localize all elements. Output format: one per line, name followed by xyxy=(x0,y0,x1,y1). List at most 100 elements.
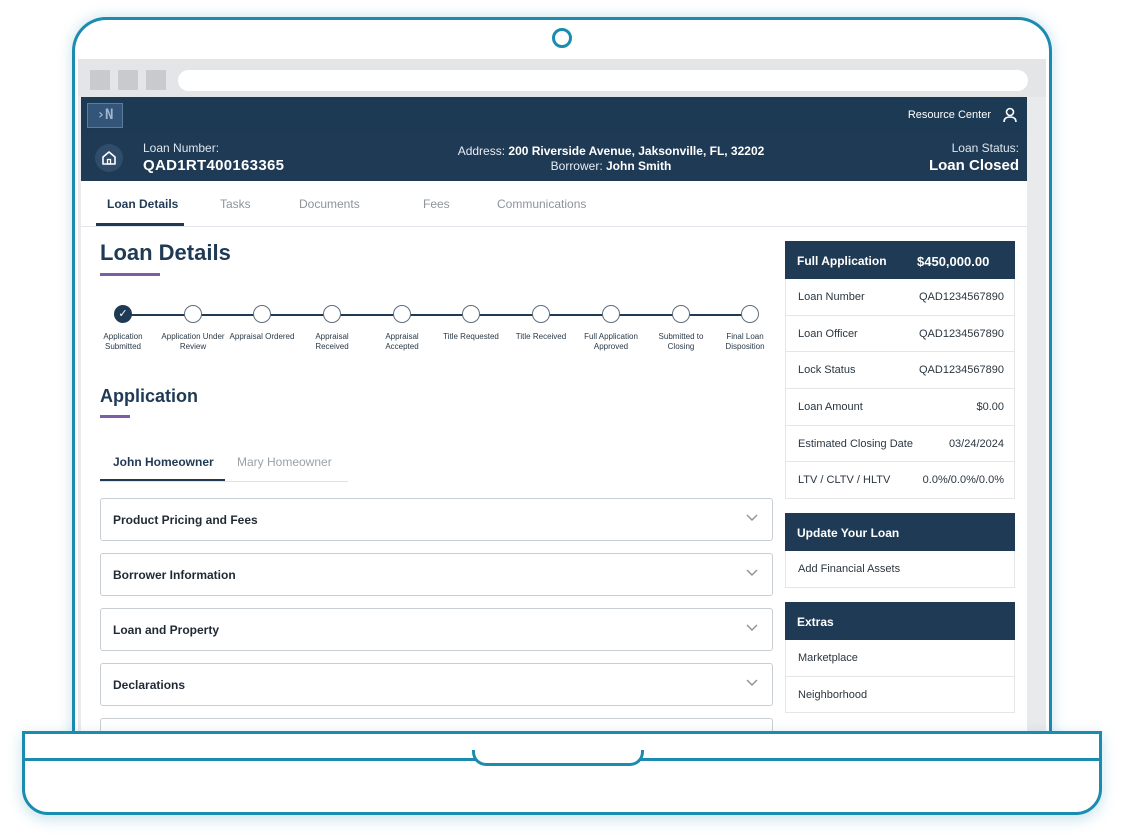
step-label: Appraisal Accepted xyxy=(385,332,419,351)
extras-header: Extras xyxy=(785,601,1015,640)
loan-status-value: Loan Closed xyxy=(928,157,1019,174)
accordion-borrower-information[interactable]: Borrower Information xyxy=(100,553,773,596)
user-icon[interactable] xyxy=(1001,106,1019,124)
loan-app: ›N Resource Center Loan Number: QAD1RT40… xyxy=(81,97,1027,731)
step-dot xyxy=(184,305,202,323)
heading-underline xyxy=(100,415,130,418)
step-dot xyxy=(532,305,550,323)
laptop-base xyxy=(22,731,1102,815)
step-label: Submitted to Closing xyxy=(658,332,704,351)
tab-fees[interactable]: Fees xyxy=(423,197,450,211)
address-label: Address: xyxy=(457,144,506,158)
update-loan-item[interactable]: Add Financial Assets xyxy=(785,551,1015,588)
active-tab-indicator xyxy=(96,223,184,226)
summary-label: Loan Officer xyxy=(798,327,858,340)
window-button[interactable] xyxy=(118,70,138,90)
summary-value: QAD1234567890 xyxy=(918,327,1004,340)
accordion-label: Declarations xyxy=(113,678,186,692)
step-dot xyxy=(602,305,620,323)
main-tabs: Loan Details Tasks Documents Fees Commun… xyxy=(81,181,1027,227)
tab-communications[interactable]: Communications xyxy=(497,197,587,211)
loan-header: Loan Number: QAD1RT400163365 Address: 20… xyxy=(81,134,1027,181)
accordion-label: Product Pricing and Fees xyxy=(113,513,258,527)
chevron-down-icon xyxy=(746,514,758,521)
accordion-declarations[interactable]: Declarations xyxy=(100,663,773,706)
step-dot xyxy=(253,305,271,323)
extras-title: Extras xyxy=(797,614,834,629)
application-heading: Application xyxy=(100,386,198,406)
marketplace-link[interactable]: Marketplace xyxy=(798,651,858,664)
summary-label: Loan Amount xyxy=(798,401,863,414)
window-button[interactable] xyxy=(90,70,110,90)
summary-row: Estimated Closing Date 03/24/2024 xyxy=(785,425,1015,463)
step-label: Full Application Approved xyxy=(584,332,638,351)
summary-row: LTV / CLTV / HLTV 0.0%/0.0%/0.0% xyxy=(785,462,1015,500)
summary-row: Loan Amount $0.00 xyxy=(785,389,1015,426)
accordion-product-pricing[interactable]: Product Pricing and Fees xyxy=(100,498,773,541)
loan-number-value: QAD1RT400163365 xyxy=(143,157,285,174)
summary-label: Lock Status xyxy=(798,364,856,377)
step-label: Appraisal Received xyxy=(315,332,349,351)
step-dot xyxy=(393,305,411,323)
tab-tasks[interactable]: Tasks xyxy=(220,197,251,211)
title-underline xyxy=(100,273,160,276)
borrower-line: Borrower: John Smith xyxy=(411,159,811,173)
summary-label: LTV / CLTV / HLTV xyxy=(798,474,891,487)
step-dot xyxy=(741,305,759,323)
summary-row: Loan Number QAD1234567890 xyxy=(785,279,1015,316)
accordion-label: Loan and Property xyxy=(113,623,220,637)
step-label: Appraisal Ordered xyxy=(229,332,295,341)
address-bar[interactable] xyxy=(178,70,1028,91)
window-button[interactable] xyxy=(146,70,166,90)
progress-line xyxy=(123,314,750,316)
update-loan-title: Update Your Loan xyxy=(797,526,900,541)
address-line: Address: 200 Riverside Avenue, Jaksonvil… xyxy=(411,144,811,158)
step-label: Title Requested xyxy=(443,332,499,341)
home-button[interactable] xyxy=(95,144,123,172)
extras-item[interactable]: Marketplace xyxy=(785,639,1015,677)
extras-item[interactable]: Neighborhood xyxy=(785,676,1015,714)
accordion-next-section[interactable] xyxy=(100,718,773,731)
accordion-label: Borrower Information xyxy=(113,568,236,582)
summary-value: QAD1234567890 xyxy=(918,291,1004,303)
step-dot xyxy=(462,305,480,323)
sidebar: Full Application $450,000.00 Loan Number… xyxy=(785,241,1015,714)
full-application-amount: $450,000.00 xyxy=(917,254,990,269)
accordion-loan-and-property[interactable]: Loan and Property xyxy=(100,608,773,651)
page-title: Loan Details xyxy=(100,240,231,265)
loan-number-label: Loan Number: xyxy=(143,141,220,155)
update-loan-header: Update Your Loan xyxy=(785,513,1015,552)
add-financial-assets-link[interactable]: Add Financial Assets xyxy=(798,563,901,576)
chevron-down-icon xyxy=(746,569,758,576)
summary-row: Loan Officer QAD1234567890 xyxy=(785,315,1015,353)
tab-loan-details[interactable]: Loan Details xyxy=(107,197,179,211)
tab-borrower-john[interactable]: John Homeowner xyxy=(113,455,214,469)
main-content: Loan Details ✓ Application Submitted App xyxy=(81,227,781,731)
tab-documents[interactable]: Documents xyxy=(299,197,360,211)
step-label: Application Under Review xyxy=(161,332,225,351)
full-application-title: Full Application xyxy=(797,254,887,268)
summary-value: $0.00 xyxy=(976,401,1004,414)
loan-progress-stepper: ✓ Application Submitted Application Unde… xyxy=(81,305,781,375)
full-application-header: Full Application $450,000.00 xyxy=(785,241,1015,279)
summary-value: 0.0%/0.0%/0.0% xyxy=(922,474,1004,487)
step-label: Application Submitted xyxy=(103,332,143,351)
browser-window: ›N Resource Center Loan Number: QAD1RT40… xyxy=(78,59,1046,731)
chevron-down-icon xyxy=(746,679,758,686)
borrower-value: John Smith xyxy=(606,159,672,173)
neighborhood-link[interactable]: Neighborhood xyxy=(798,688,868,701)
step-label: Final Loan Disposition xyxy=(725,332,765,351)
borrower-label: Borrower: xyxy=(550,159,603,173)
summary-row: Lock Status QAD1234567890 xyxy=(785,352,1015,390)
address-value: 200 Riverside Avenue, Jaksonville, FL, 3… xyxy=(508,144,765,158)
browser-toolbar xyxy=(78,59,1046,97)
resource-center-link[interactable]: Resource Center xyxy=(907,109,991,121)
summary-value: QAD1234567890 xyxy=(918,364,1004,377)
loan-status-label: Loan Status: xyxy=(951,141,1019,155)
active-borrower-indicator xyxy=(100,479,225,481)
tab-borrower-mary[interactable]: Mary Homeowner xyxy=(237,455,332,469)
step-dot xyxy=(323,305,341,323)
step-complete-check-icon: ✓ xyxy=(114,305,132,323)
app-logo[interactable]: ›N xyxy=(87,103,123,128)
